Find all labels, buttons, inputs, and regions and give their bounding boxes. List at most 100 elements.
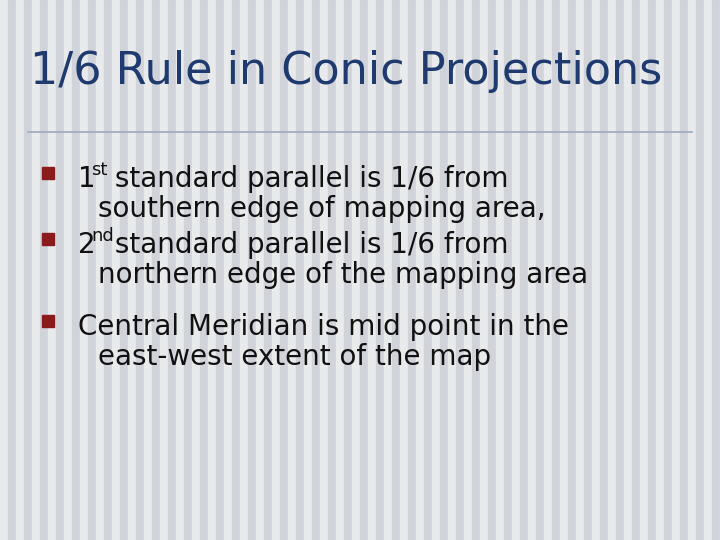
Bar [32,0,40,540]
Bar [160,0,168,540]
Bar [256,0,264,540]
Bar [392,0,400,540]
Bar [240,0,248,540]
Bar [0,0,8,540]
Bar [96,0,104,540]
Bar [56,0,64,540]
Bar [608,0,616,540]
Text: southern edge of mapping area,: southern edge of mapping area, [98,195,546,223]
Bar [312,0,320,540]
Bar [416,0,424,540]
Bar [464,0,472,540]
Bar [528,0,536,540]
Bar [272,0,280,540]
Bar [136,0,144,540]
Bar [520,0,528,540]
Text: 1: 1 [78,165,96,193]
Bar [336,0,344,540]
Bar [112,0,120,540]
Bar [696,0,704,540]
Bar [248,0,256,540]
Bar [128,0,136,540]
Bar [672,0,680,540]
Text: east-west extent of the map: east-west extent of the map [98,343,491,371]
Bar [232,0,240,540]
Bar [16,0,24,540]
Bar [536,0,544,540]
Text: northern edge of the mapping area: northern edge of the mapping area [98,261,588,289]
Bar [176,0,184,540]
Bar [688,0,696,540]
Bar [328,0,336,540]
Bar [496,0,504,540]
Bar [616,0,624,540]
Bar [280,0,288,540]
Bar [64,0,72,540]
Bar [152,0,160,540]
Bar [456,0,464,540]
Bar [648,0,656,540]
Bar [512,0,520,540]
Bar [704,0,712,540]
Bar [42,233,54,245]
Bar [24,0,32,540]
Bar [200,0,208,540]
Text: standard parallel is 1/6 from: standard parallel is 1/6 from [106,165,508,193]
Bar [8,0,16,540]
Bar [80,0,88,540]
Bar [104,0,112,540]
Bar [184,0,192,540]
Bar [712,0,720,540]
Bar [504,0,512,540]
Bar [376,0,384,540]
Bar [408,0,416,540]
Bar [368,0,376,540]
Bar [544,0,552,540]
Bar [432,0,440,540]
Text: nd: nd [91,227,114,245]
Bar [42,167,54,179]
Bar [264,0,272,540]
Bar [224,0,232,540]
Bar [208,0,216,540]
Bar [288,0,296,540]
Bar [144,0,152,540]
Bar [640,0,648,540]
Bar [656,0,664,540]
Bar [168,0,176,540]
Bar [680,0,688,540]
Bar [552,0,560,540]
Bar [88,0,96,540]
Text: st: st [91,161,107,179]
Bar [568,0,576,540]
Text: 2: 2 [78,231,96,259]
Bar [560,0,568,540]
Bar [592,0,600,540]
Text: Central Meridian is mid point in the: Central Meridian is mid point in the [78,313,569,341]
Bar [600,0,608,540]
Bar [576,0,584,540]
Bar [584,0,592,540]
Bar [424,0,432,540]
Text: standard parallel is 1/6 from: standard parallel is 1/6 from [106,231,508,259]
Bar [42,315,54,327]
Bar [72,0,80,540]
Bar [48,0,56,540]
Bar [120,0,128,540]
Bar [448,0,456,540]
Bar [216,0,224,540]
Bar [664,0,672,540]
Text: 1/6 Rule in Conic Projections: 1/6 Rule in Conic Projections [30,50,662,93]
Bar [344,0,352,540]
Bar [472,0,480,540]
Bar [360,0,368,540]
Bar [192,0,200,540]
Bar [352,0,360,540]
Bar [304,0,312,540]
Bar [400,0,408,540]
Bar [632,0,640,540]
Bar [480,0,488,540]
Bar [320,0,328,540]
Bar [384,0,392,540]
Bar [440,0,448,540]
